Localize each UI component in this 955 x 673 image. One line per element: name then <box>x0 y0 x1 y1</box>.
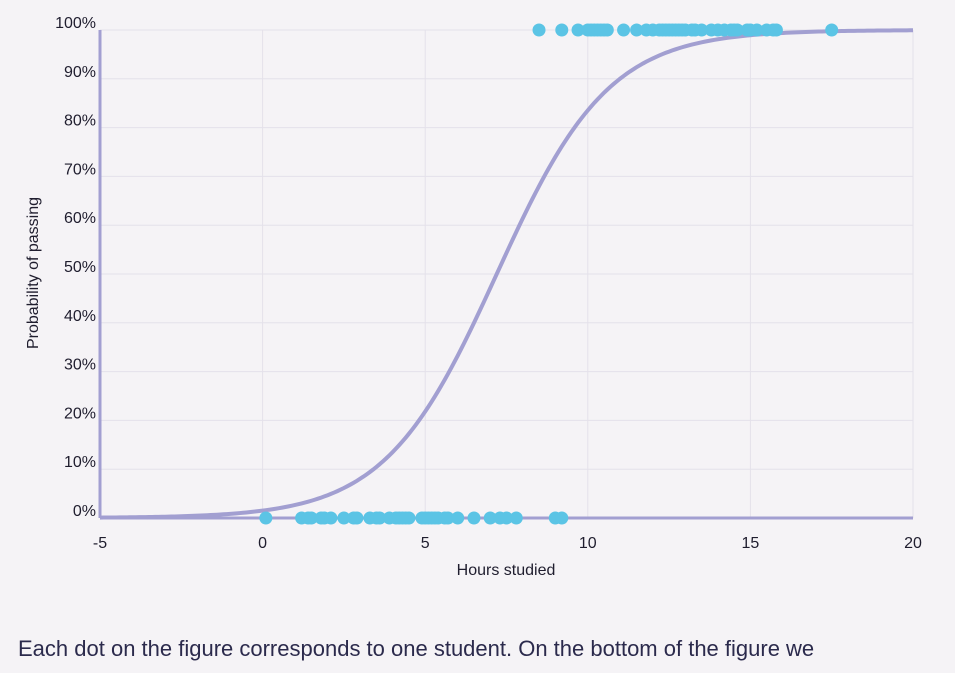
caption-text: Each dot on the figure corresponds to on… <box>18 636 815 661</box>
logistic-regression-chart: -5 0 5 10 15 20 0% 10% 20% 30% 40% 50% 60% 70% 80% 90%… <box>25 15 922 579</box>
student-point-passed <box>825 23 839 37</box>
y-tick-label: 70% <box>64 161 96 178</box>
y-tick-label: 100% <box>55 15 96 32</box>
x-tick-label: 15 <box>742 535 760 552</box>
student-point-passed <box>617 23 631 37</box>
student-point-passed <box>555 23 569 37</box>
student-point-passed <box>600 23 614 37</box>
student-point-passed <box>695 23 709 37</box>
y-tick-label: 40% <box>64 308 96 325</box>
student-point-failed <box>373 511 387 525</box>
student-point-failed <box>451 511 465 525</box>
y-axis-label: Probability of passing <box>25 197 42 349</box>
y-tick-label: 90% <box>64 64 96 81</box>
y-tick-label: 10% <box>64 454 96 471</box>
data-points <box>259 23 839 525</box>
y-tick-label: 20% <box>64 405 96 422</box>
student-point-passed <box>532 23 546 37</box>
y-tick-label: 50% <box>64 259 96 276</box>
y-tick-label: 60% <box>64 210 96 227</box>
student-point-failed <box>500 511 513 525</box>
student-point-failed <box>402 511 416 525</box>
student-point-passed <box>571 23 585 37</box>
student-point-failed <box>304 511 318 525</box>
x-axis-label: Hours studied <box>457 562 556 579</box>
y-tick-labels: 0% 10% 20% 30% 40% 50% 60% 70% 80% 90% 100% <box>55 15 96 520</box>
student-point-failed <box>337 511 351 525</box>
student-point-passed <box>730 23 744 37</box>
x-tick-label: 5 <box>421 535 430 552</box>
x-tick-labels: -5 0 5 10 15 20 <box>93 535 922 552</box>
student-point-failed <box>259 511 273 525</box>
x-tick-label: -5 <box>93 535 107 552</box>
gridlines <box>99 29 914 519</box>
student-point-failed <box>441 511 455 525</box>
x-tick-label: 10 <box>579 535 597 552</box>
student-point-failed <box>467 511 481 525</box>
student-point-passed <box>750 23 764 37</box>
student-point-passed <box>769 23 783 37</box>
x-tick-label: 20 <box>904 535 922 552</box>
student-point-failed <box>350 511 364 525</box>
student-point-failed <box>509 511 523 525</box>
y-tick-label: 30% <box>64 357 96 374</box>
y-tick-label: 80% <box>64 113 96 130</box>
student-point-failed <box>555 511 569 525</box>
student-point-failed <box>483 511 497 525</box>
student-point-passed <box>630 23 644 37</box>
x-tick-label: 0 <box>258 535 267 552</box>
student-point-failed <box>324 511 338 525</box>
y-tick-label: 0% <box>73 503 96 520</box>
